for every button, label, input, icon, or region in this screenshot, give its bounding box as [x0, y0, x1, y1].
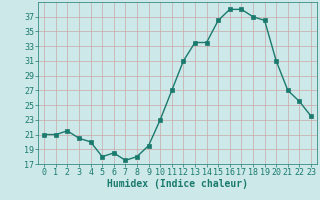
X-axis label: Humidex (Indice chaleur): Humidex (Indice chaleur) — [107, 179, 248, 189]
